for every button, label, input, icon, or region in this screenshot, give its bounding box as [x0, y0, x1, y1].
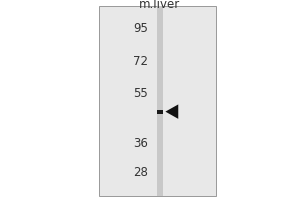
- Bar: [157, 6, 163, 196]
- Text: 36: 36: [133, 137, 148, 150]
- Text: 72: 72: [133, 55, 148, 68]
- Text: 28: 28: [133, 166, 148, 179]
- Text: 95: 95: [133, 22, 148, 35]
- Text: 55: 55: [134, 87, 148, 100]
- Bar: [157, 110, 163, 114]
- Polygon shape: [165, 104, 178, 119]
- Bar: [99, 6, 216, 196]
- Text: m.liver: m.liver: [139, 0, 181, 11]
